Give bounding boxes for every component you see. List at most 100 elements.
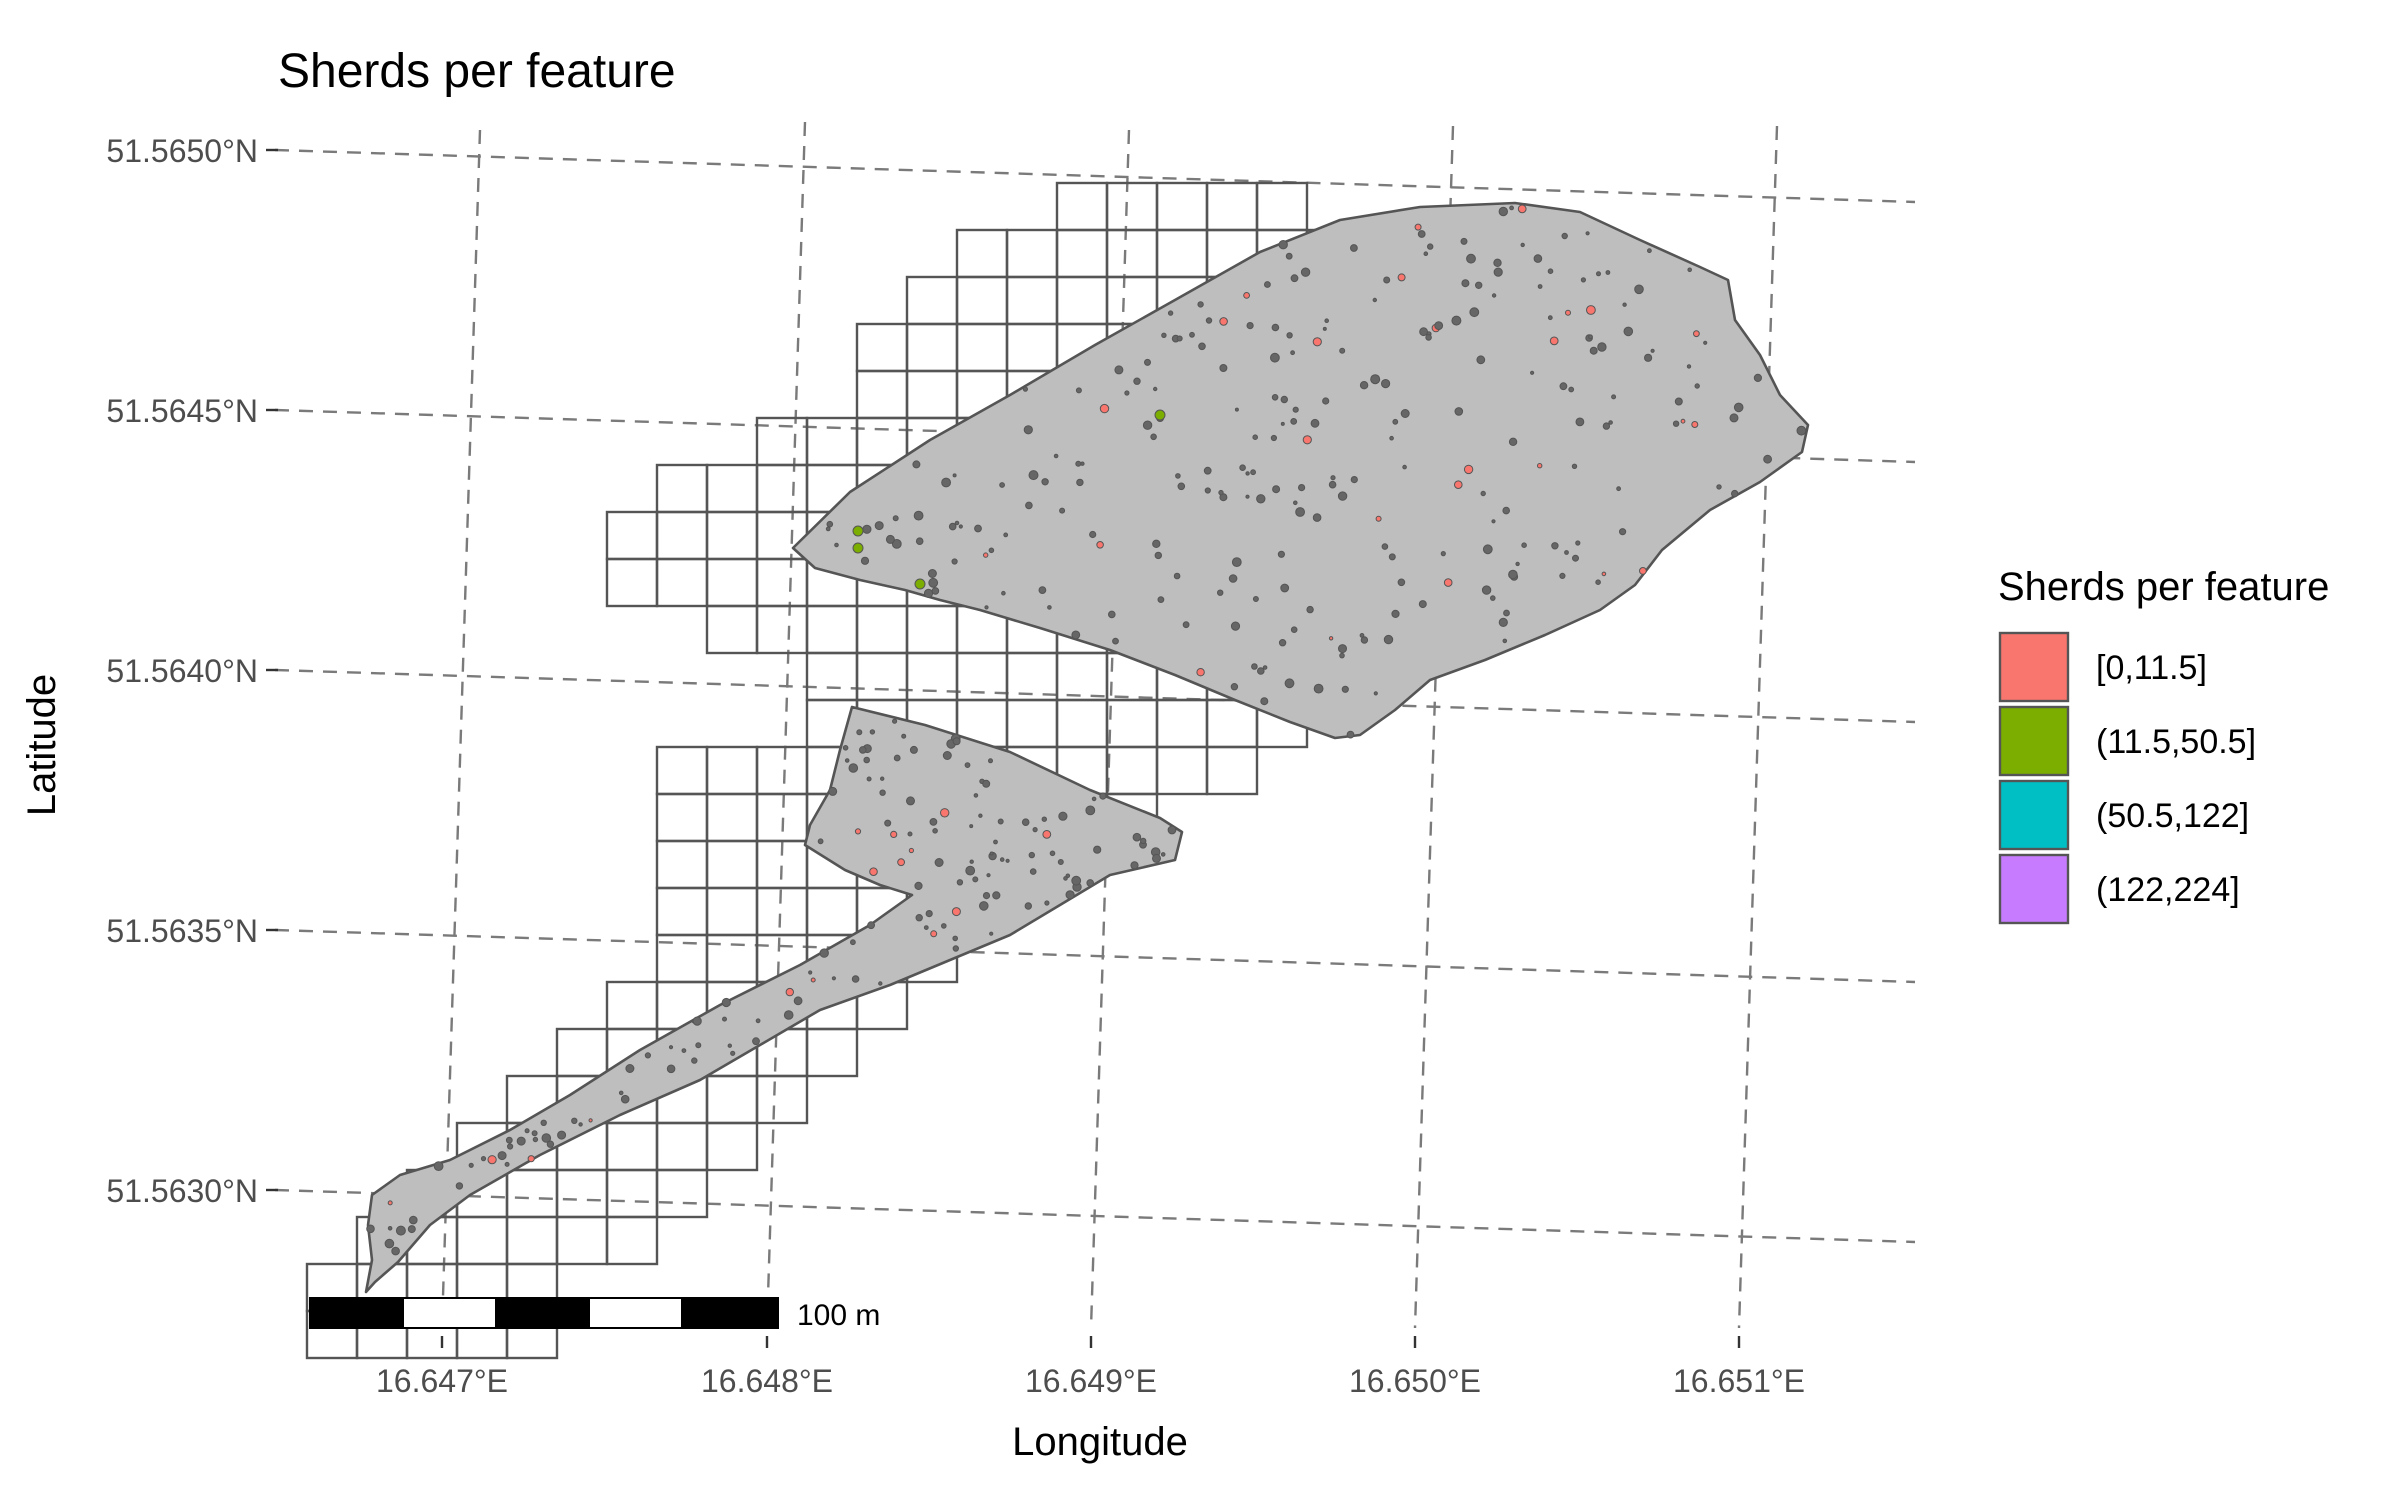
feature bbox=[1218, 489, 1224, 496]
grid-cell bbox=[505, 1168, 559, 1219]
feature bbox=[409, 1215, 418, 1225]
grid-cell bbox=[655, 886, 709, 937]
feature bbox=[1481, 585, 1492, 595]
feature-sherds-0-11-5 bbox=[1443, 578, 1453, 587]
feature bbox=[1608, 420, 1613, 425]
y-tick-label: 51.5650°N bbox=[106, 133, 258, 169]
feature bbox=[1024, 902, 1033, 910]
feature bbox=[1142, 420, 1153, 430]
feature bbox=[1112, 637, 1119, 645]
feature-sherds-0-11-5 bbox=[1243, 292, 1250, 299]
grid-cell bbox=[855, 604, 909, 655]
feature-sherds-0-11-5 bbox=[940, 808, 950, 818]
feature bbox=[1228, 574, 1238, 583]
feature bbox=[1160, 852, 1166, 857]
feature bbox=[1469, 307, 1480, 318]
feature bbox=[1440, 551, 1446, 557]
legend: Sherds per feature [0,11.5] (11.5,50.5] … bbox=[1998, 565, 2329, 925]
grid-cell bbox=[655, 1121, 709, 1172]
grid-cell bbox=[805, 1027, 859, 1078]
feature bbox=[869, 729, 876, 735]
feature bbox=[1753, 373, 1763, 382]
feature bbox=[1198, 342, 1206, 351]
feature bbox=[1108, 610, 1116, 619]
grid-cell bbox=[1155, 698, 1209, 749]
grid-cell bbox=[805, 416, 859, 467]
feature-sherds-0-11-5 bbox=[487, 1155, 497, 1165]
feature bbox=[1140, 837, 1147, 845]
grid-cell bbox=[805, 886, 859, 937]
feature bbox=[1290, 350, 1295, 356]
feature bbox=[1674, 397, 1683, 406]
y-tick-labels: 51.5650°N 51.5645°N 51.5640°N 51.5635°N … bbox=[106, 133, 258, 1209]
feature bbox=[828, 786, 838, 796]
feature bbox=[1491, 519, 1496, 524]
grid-cell bbox=[955, 322, 1009, 373]
feature bbox=[1322, 326, 1327, 331]
feature bbox=[954, 520, 960, 526]
grid-cell bbox=[655, 792, 709, 843]
feature bbox=[1515, 561, 1520, 567]
feature bbox=[1383, 634, 1394, 645]
feature bbox=[1091, 796, 1097, 802]
feature bbox=[644, 1052, 652, 1059]
graticule-lat-51-5650 bbox=[274, 148, 1916, 204]
feature bbox=[1537, 284, 1543, 289]
feature-sherds-0-11-5 bbox=[1693, 330, 1700, 338]
feature bbox=[831, 976, 837, 981]
feature bbox=[1339, 652, 1345, 659]
feature bbox=[1588, 334, 1593, 340]
feature bbox=[1564, 550, 1569, 555]
feature-sherds-0-11-5 bbox=[1601, 571, 1607, 577]
feature bbox=[999, 857, 1005, 862]
feature bbox=[964, 762, 971, 768]
feature bbox=[1595, 579, 1601, 586]
feature-sherds-0-11-5 bbox=[1680, 418, 1686, 424]
feature bbox=[1623, 326, 1634, 337]
feature bbox=[1234, 407, 1239, 412]
feature bbox=[730, 1050, 736, 1056]
feature bbox=[925, 910, 933, 918]
feature bbox=[915, 537, 924, 546]
x-tick-label: 16.651°E bbox=[1673, 1363, 1805, 1399]
feature-sherds-0-11-5 bbox=[1586, 305, 1596, 315]
feature-sherds-0-11-5 bbox=[387, 1200, 393, 1206]
feature bbox=[932, 828, 938, 834]
feature bbox=[1285, 252, 1293, 260]
feature bbox=[783, 1010, 794, 1020]
feature bbox=[1271, 323, 1280, 332]
feature-sherds-11-5-50-5 bbox=[914, 578, 926, 590]
grid-cell bbox=[755, 886, 809, 937]
scale-bar-seg-5 bbox=[681, 1297, 779, 1329]
grid-cell bbox=[605, 1168, 659, 1219]
legend-label: (50.5,122] bbox=[2096, 797, 2249, 835]
feature bbox=[1491, 293, 1497, 298]
feature bbox=[1038, 586, 1047, 594]
feature bbox=[1280, 395, 1289, 404]
grid-cell bbox=[605, 1215, 659, 1266]
feature bbox=[1182, 621, 1190, 629]
feature bbox=[1003, 532, 1009, 538]
legend-label: (122,224] bbox=[2096, 871, 2240, 909]
feature-sherds-11-5-50-5 bbox=[852, 525, 864, 537]
feature-sherds-0-11-5 bbox=[785, 987, 794, 997]
feature bbox=[541, 1133, 552, 1143]
feature bbox=[863, 756, 871, 764]
feature bbox=[826, 520, 834, 528]
feature-sherds-0-11-5 bbox=[1691, 421, 1699, 428]
feature bbox=[1300, 267, 1311, 277]
scale-bar-seg-2 bbox=[402, 1297, 497, 1329]
feature bbox=[1338, 644, 1347, 654]
grid-cell bbox=[655, 557, 709, 608]
feature-sherds-0-11-5 bbox=[1517, 204, 1527, 214]
feature bbox=[1005, 858, 1010, 863]
feature-sherds-0-11-5 bbox=[1042, 830, 1052, 839]
feature bbox=[1041, 816, 1048, 822]
feature bbox=[1251, 663, 1258, 670]
feature bbox=[1568, 386, 1575, 393]
feature bbox=[1605, 270, 1611, 275]
feature bbox=[505, 1136, 513, 1144]
feature bbox=[1350, 244, 1358, 252]
feature bbox=[1341, 685, 1349, 693]
feature bbox=[755, 1018, 761, 1024]
